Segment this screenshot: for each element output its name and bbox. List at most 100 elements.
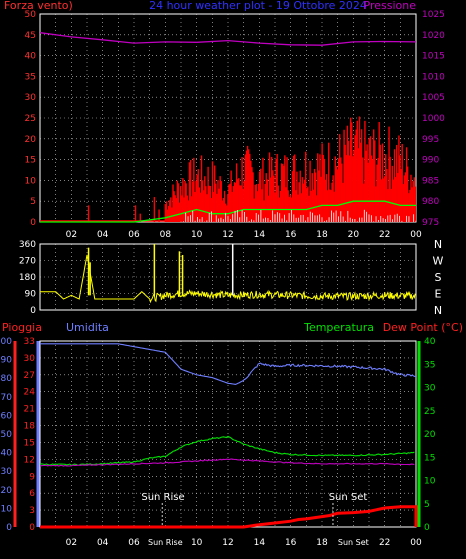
humidity-tick-label: 30 — [24, 354, 36, 364]
wind-tick-label: 20 — [25, 135, 37, 145]
compass-label: N — [434, 304, 442, 317]
humidity-axis-title: Umidita — [66, 321, 109, 334]
pressure-tick-label: 1005 — [422, 93, 445, 103]
x-tick-label-bottom: 16 — [285, 538, 297, 548]
sunrise-label: Sun Rise — [141, 492, 184, 503]
rain-tick-label: 90 — [1, 356, 13, 366]
x-tick-label-top: 18 — [316, 230, 328, 240]
rain-tick-label: 40 — [1, 449, 13, 459]
wind-tick-label: 40 — [25, 52, 37, 62]
pressure-tick-label: 1010 — [422, 72, 445, 82]
pressure-tick-label: 1000 — [422, 114, 445, 124]
x-tick-label-top: 22 — [379, 230, 390, 240]
sunset-label: Sun Set — [329, 492, 368, 503]
wind-axis-title: Forza vento) — [4, 0, 73, 12]
wind-direction-line — [40, 254, 416, 304]
pressure-tick-label: 980 — [422, 197, 439, 207]
temperature-tick-label: 0 — [424, 523, 430, 533]
humidity-tick-label: 15 — [24, 438, 35, 448]
direction-tick-label: 0 — [30, 306, 36, 316]
rain-tick-label: 0 — [6, 523, 12, 533]
temperature-tick-label: 25 — [424, 407, 435, 417]
pressure-tick-label: 995 — [422, 135, 439, 145]
humidity-line — [40, 343, 417, 385]
rain-tick-label: 100 — [0, 337, 12, 347]
temperature-tick-label: 15 — [424, 453, 435, 463]
wind-tick-label: 50 — [25, 10, 37, 20]
x-tick-label-top: 02 — [66, 230, 77, 240]
chart-title: 24 hour weather plot - 19 Ottobre 2024 — [149, 0, 367, 12]
direction-tick-label: 90 — [25, 290, 37, 300]
wind-average-line — [40, 200, 416, 223]
humidity-tick-label: 24 — [24, 388, 36, 398]
rain-tick-label: 80 — [1, 374, 13, 384]
temperature-axis-title: Temperatura — [303, 321, 374, 334]
rain-tick-label: 10 — [1, 504, 13, 514]
humidity-tick-label: 18 — [24, 422, 36, 432]
pressure-tick-label: 975 — [422, 218, 439, 228]
pressure-tick-label: 1025 — [422, 10, 445, 20]
temperature-tick-label: 30 — [424, 384, 436, 394]
pressure-tick-label: 990 — [422, 156, 439, 166]
rain-tick-label: 60 — [1, 411, 13, 421]
x-tick-label-bottom: Sun Rise — [148, 538, 183, 547]
x-tick-label-top: 14 — [254, 230, 266, 240]
x-tick-label-bottom: 18 — [316, 538, 328, 548]
temperature-tick-label: 35 — [424, 360, 435, 370]
temperature-line — [39, 435, 415, 466]
temperature-tick-label: 20 — [424, 430, 436, 440]
humidity-tick-label: 12 — [24, 455, 35, 465]
dewpoint-axis-title: Dew Point (°C) — [383, 321, 463, 334]
x-tick-label-top: 06 — [128, 230, 140, 240]
x-tick-label-top: 12 — [222, 230, 233, 240]
humidity-tick-label: 33 — [24, 337, 35, 347]
plot-layer: 0510152025303540455097598098599099510001… — [0, 10, 445, 548]
pressure-line — [39, 32, 417, 46]
rain-tick-label: 50 — [1, 430, 13, 440]
rain-tick-label: 30 — [1, 467, 13, 477]
rain-line — [40, 505, 418, 529]
x-tick-label-top: 10 — [191, 230, 203, 240]
temperature-tick-label: 5 — [424, 500, 430, 510]
humidity-tick-label: 0 — [29, 523, 35, 533]
wind-tick-label: 45 — [25, 31, 36, 41]
x-tick-label-bottom: 06 — [128, 538, 140, 548]
wind-tick-label: 15 — [25, 156, 36, 166]
wind-tick-label: 10 — [25, 176, 37, 186]
pressure-axis-title: Pressione — [364, 0, 417, 12]
x-tick-label-bottom: 14 — [254, 538, 266, 548]
pressure-tick-label: 1020 — [422, 31, 445, 41]
x-tick-label-bottom: 12 — [222, 538, 233, 548]
direction-tick-label: 180 — [19, 273, 36, 283]
humidity-tick-label: 6 — [29, 489, 35, 499]
x-tick-label-bottom: 04 — [97, 538, 109, 548]
direction-tick-label: 270 — [19, 257, 36, 267]
humidity-tick-label: 9 — [29, 472, 35, 482]
compass-label: S — [435, 271, 442, 284]
x-tick-label-bottom: 10 — [191, 538, 203, 548]
x-tick-label-top: 16 — [285, 230, 297, 240]
wind-tick-label: 30 — [25, 93, 37, 103]
x-tick-label-bottom: Sun Set — [338, 538, 369, 547]
wind-tick-label: 25 — [25, 114, 36, 124]
humidity-tick-label: 27 — [24, 371, 35, 381]
humidity-tick-label: 3 — [29, 506, 35, 516]
temperature-tick-label: 40 — [424, 337, 436, 347]
dewpoint-line — [39, 458, 415, 467]
x-tick-label-bottom: 02 — [66, 538, 77, 548]
compass-label: W — [433, 255, 444, 268]
x-tick-label-top: 20 — [348, 230, 360, 240]
wind-tick-label: 5 — [30, 197, 36, 207]
compass-label: E — [435, 288, 442, 301]
rain-tick-label: 20 — [1, 486, 13, 496]
compass-label: N — [434, 238, 442, 251]
wind-tick-label: 0 — [30, 218, 36, 228]
pressure-tick-label: 1015 — [422, 52, 445, 62]
x-tick-label-top: 04 — [97, 230, 109, 240]
temperature-tick-label: 10 — [424, 477, 436, 487]
rain-tick-label: 70 — [1, 393, 13, 403]
x-tick-label-bottom: 00 — [410, 538, 422, 548]
humidity-tick-label: 21 — [24, 405, 35, 415]
